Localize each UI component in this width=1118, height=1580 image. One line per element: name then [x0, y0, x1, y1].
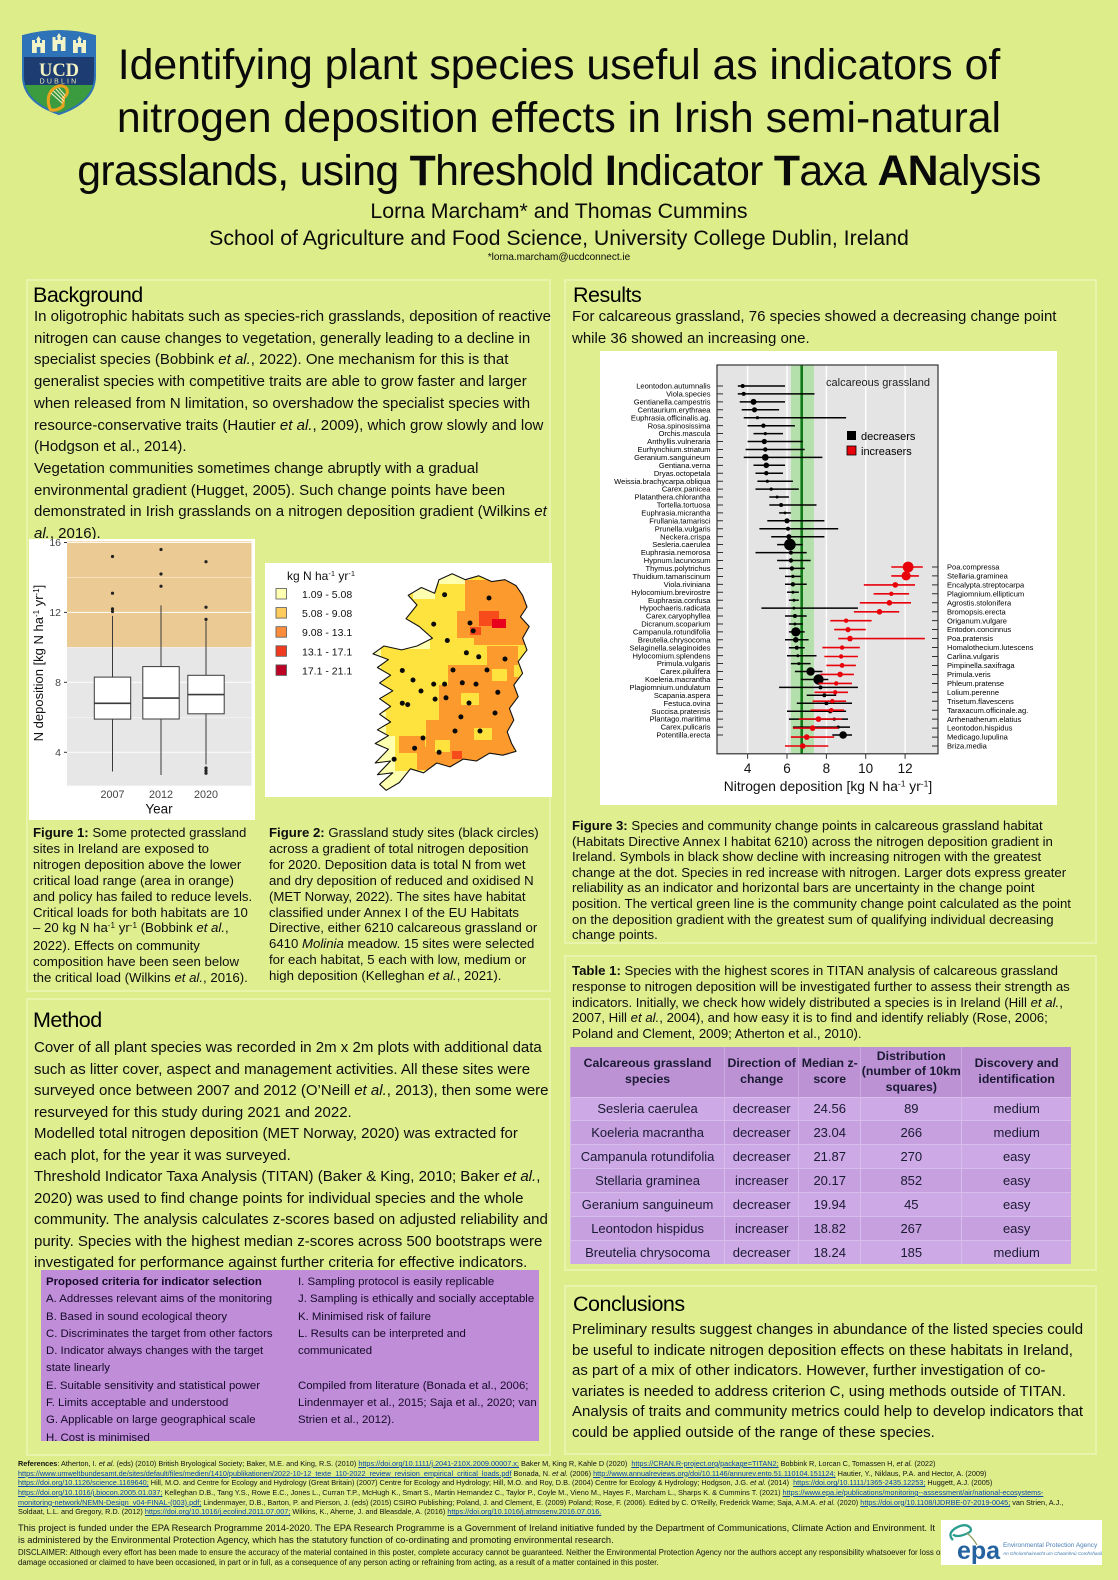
svg-text:Eurhynchium.striatum: Eurhynchium.striatum [638, 445, 711, 454]
svg-text:Breutelia.chrysocoma: Breutelia.chrysocoma [638, 635, 711, 644]
svg-text:Carex.pilulifera: Carex.pilulifera [660, 667, 711, 676]
svg-text:2020: 2020 [194, 789, 218, 801]
svg-text:UCD: UCD [39, 61, 79, 81]
svg-text:Phleum.pratense: Phleum.pratense [947, 679, 1004, 688]
svg-text:epa: epa [957, 1537, 1001, 1565]
svg-text:Pimpinella.saxifraga: Pimpinella.saxifraga [947, 661, 1015, 670]
svg-text:decreasers: decreasers [861, 431, 916, 443]
svg-text:Thymus.polytrichus: Thymus.polytrichus [645, 564, 710, 573]
svg-text:Succisa.pratensis: Succisa.pratensis [651, 707, 710, 716]
svg-text:13.1 - 17.1: 13.1 - 17.1 [302, 646, 352, 658]
svg-text:12: 12 [49, 607, 61, 619]
svg-text:Carex.caryophyllea: Carex.caryophyllea [646, 612, 711, 621]
svg-text:10: 10 [858, 761, 873, 776]
svg-text:Primula.veris: Primula.veris [947, 670, 991, 679]
svg-text:9.08 - 13.1: 9.08 - 13.1 [302, 627, 352, 639]
svg-text:6: 6 [783, 761, 791, 776]
svg-text:5.08 - 9.08: 5.08 - 9.08 [302, 608, 352, 620]
svg-text:increasers: increasers [861, 446, 912, 458]
svg-text:Centaurium.erythraea: Centaurium.erythraea [638, 405, 712, 414]
svg-text:Carex.panicea: Carex.panicea [662, 485, 711, 494]
svg-text:An Ghníomhaireacht um Chaomhnú: An Ghníomhaireacht um Chaomhnú Comhshaoi… [1002, 1551, 1102, 1556]
svg-text:Gentiana.verna: Gentiana.verna [659, 461, 711, 470]
svg-text:Primula.vulgaris: Primula.vulgaris [657, 659, 711, 668]
svg-text:Festuca.ovina: Festuca.ovina [664, 699, 712, 708]
svg-text:Euphrasia.nemorosa: Euphrasia.nemorosa [641, 548, 711, 557]
svg-text:8: 8 [823, 761, 831, 776]
svg-text:Carlina.vulgaris: Carlina.vulgaris [947, 652, 999, 661]
svg-text:Geranium.sanguineum: Geranium.sanguineum [634, 453, 710, 462]
svg-text:Arrhenatherum.elatius: Arrhenatherum.elatius [947, 715, 1021, 724]
svg-text:Weissia.brachycarpa.obliqua: Weissia.brachycarpa.obliqua [614, 477, 711, 486]
svg-text:Lolium.perenne: Lolium.perenne [947, 688, 999, 697]
svg-text:Poa.compressa: Poa.compressa [947, 563, 1000, 572]
svg-text:Dryas.octopetala: Dryas.octopetala [654, 469, 711, 478]
svg-text:Bromopsis.erecta: Bromopsis.erecta [947, 607, 1007, 616]
svg-text:Gentianella.campestris: Gentianella.campestris [634, 398, 711, 407]
svg-text:2012: 2012 [149, 789, 173, 801]
svg-text:Euphrasia.micrantha: Euphrasia.micrantha [641, 509, 711, 518]
svg-text:Entodon.concinnus: Entodon.concinnus [947, 625, 1011, 634]
svg-text:Trisetum.flavescens: Trisetum.flavescens [947, 697, 1014, 706]
svg-text:8: 8 [55, 677, 61, 689]
svg-text:Homalothecium.lutescens: Homalothecium.lutescens [947, 643, 1034, 652]
svg-text:Agrostis.stolonifera: Agrostis.stolonifera [947, 598, 1012, 607]
svg-text:Selaginella.selaginoides: Selaginella.selaginoides [630, 643, 711, 652]
svg-text:Scapania.aspera: Scapania.aspera [654, 691, 711, 700]
svg-text:Environmental Protection Agenc: Environmental Protection Agency [1003, 1542, 1098, 1549]
svg-text:Year: Year [145, 802, 173, 817]
svg-text:Nitrogen deposition [kg N ha-1: Nitrogen deposition [kg N ha-1 yr-1] [724, 778, 932, 794]
svg-text:Leontodon.autumnalis: Leontodon.autumnalis [636, 382, 710, 391]
svg-text:calcareous grassland: calcareous grassland [826, 377, 930, 389]
svg-text:4: 4 [55, 747, 61, 759]
svg-text:Briza.media: Briza.media [947, 742, 988, 751]
svg-text:Potentilla.erecta: Potentilla.erecta [656, 731, 711, 740]
svg-text:Koeleria.macrantha: Koeleria.macrantha [645, 675, 711, 684]
svg-text:4: 4 [744, 761, 752, 776]
svg-text:Euphrasia.officinalis.ag.: Euphrasia.officinalis.ag. [631, 413, 711, 422]
svg-text:Encalypta.streptocarpa: Encalypta.streptocarpa [947, 581, 1025, 590]
svg-text:Origanum.vulgare: Origanum.vulgare [947, 616, 1007, 625]
svg-text:Dicranum.scoparium: Dicranum.scoparium [641, 620, 710, 629]
svg-text:Hypnum.lacunosum: Hypnum.lacunosum [644, 556, 711, 565]
svg-text:Poa.pratensis: Poa.pratensis [947, 634, 993, 643]
svg-text:16: 16 [49, 539, 61, 549]
svg-text:Campanula.rotundifolia: Campanula.rotundifolia [633, 628, 711, 637]
svg-text:Euphrasia.confusa: Euphrasia.confusa [648, 596, 711, 605]
svg-text:Hylocomium.splendens: Hylocomium.splendens [632, 651, 710, 660]
svg-text:Carex.pulicaris: Carex.pulicaris [661, 723, 711, 732]
svg-text:Viola.species: Viola.species [666, 390, 711, 399]
svg-text:Viola.riviniana: Viola.riviniana [664, 580, 712, 589]
svg-text:12: 12 [898, 761, 913, 776]
svg-text:Plantago.maritima: Plantago.maritima [650, 715, 712, 724]
svg-text:Stellaria.graminea: Stellaria.graminea [947, 572, 1009, 581]
svg-text:N deposition [kg N ha-1 yr-1]: N deposition [kg N ha-1 yr-1] [31, 585, 46, 742]
svg-text:Rosa.spinosissima: Rosa.spinosissima [648, 421, 712, 430]
svg-text:Plagiomnium.ellipticum: Plagiomnium.ellipticum [947, 589, 1024, 598]
svg-text:Platanthera.chlorantha: Platanthera.chlorantha [635, 493, 712, 502]
svg-text:kg N ha-1 yr-1: kg N ha-1 yr-1 [287, 569, 355, 583]
svg-text:Thuidium.tamariscinum: Thuidium.tamariscinum [632, 572, 710, 581]
svg-text:DUBLIN: DUBLIN [40, 79, 79, 86]
svg-text:1.09 - 5.08: 1.09 - 5.08 [302, 589, 352, 601]
svg-text:Orchis.mascula: Orchis.mascula [658, 429, 711, 438]
svg-text:Hypochaeris.radicata: Hypochaeris.radicata [640, 604, 712, 613]
svg-text:Taraxacum.officinale.ag.: Taraxacum.officinale.ag. [947, 706, 1028, 715]
svg-text:Prunella.vulgaris: Prunella.vulgaris [655, 524, 711, 533]
svg-text:2007: 2007 [100, 789, 124, 801]
svg-text:Sesleria.caerulea: Sesleria.caerulea [652, 540, 711, 549]
svg-text:Hylocomium.brevirostre: Hylocomium.brevirostre [631, 588, 710, 597]
svg-text:Neckera.crispa: Neckera.crispa [660, 532, 711, 541]
svg-text:17.1 - 21.1: 17.1 - 21.1 [302, 665, 352, 677]
svg-text:Frullania.tamarisci: Frullania.tamarisci [649, 516, 711, 525]
svg-text:Anthyllis.vulneraria: Anthyllis.vulneraria [647, 437, 711, 446]
svg-text:Tortella.tortuosa: Tortella.tortuosa [657, 501, 711, 510]
svg-text:Plagiomnium.undulatum: Plagiomnium.undulatum [630, 683, 711, 692]
svg-text:Medicago.lupulina: Medicago.lupulina [947, 733, 1009, 742]
svg-text:Leontodon.hispidus: Leontodon.hispidus [947, 724, 1013, 733]
